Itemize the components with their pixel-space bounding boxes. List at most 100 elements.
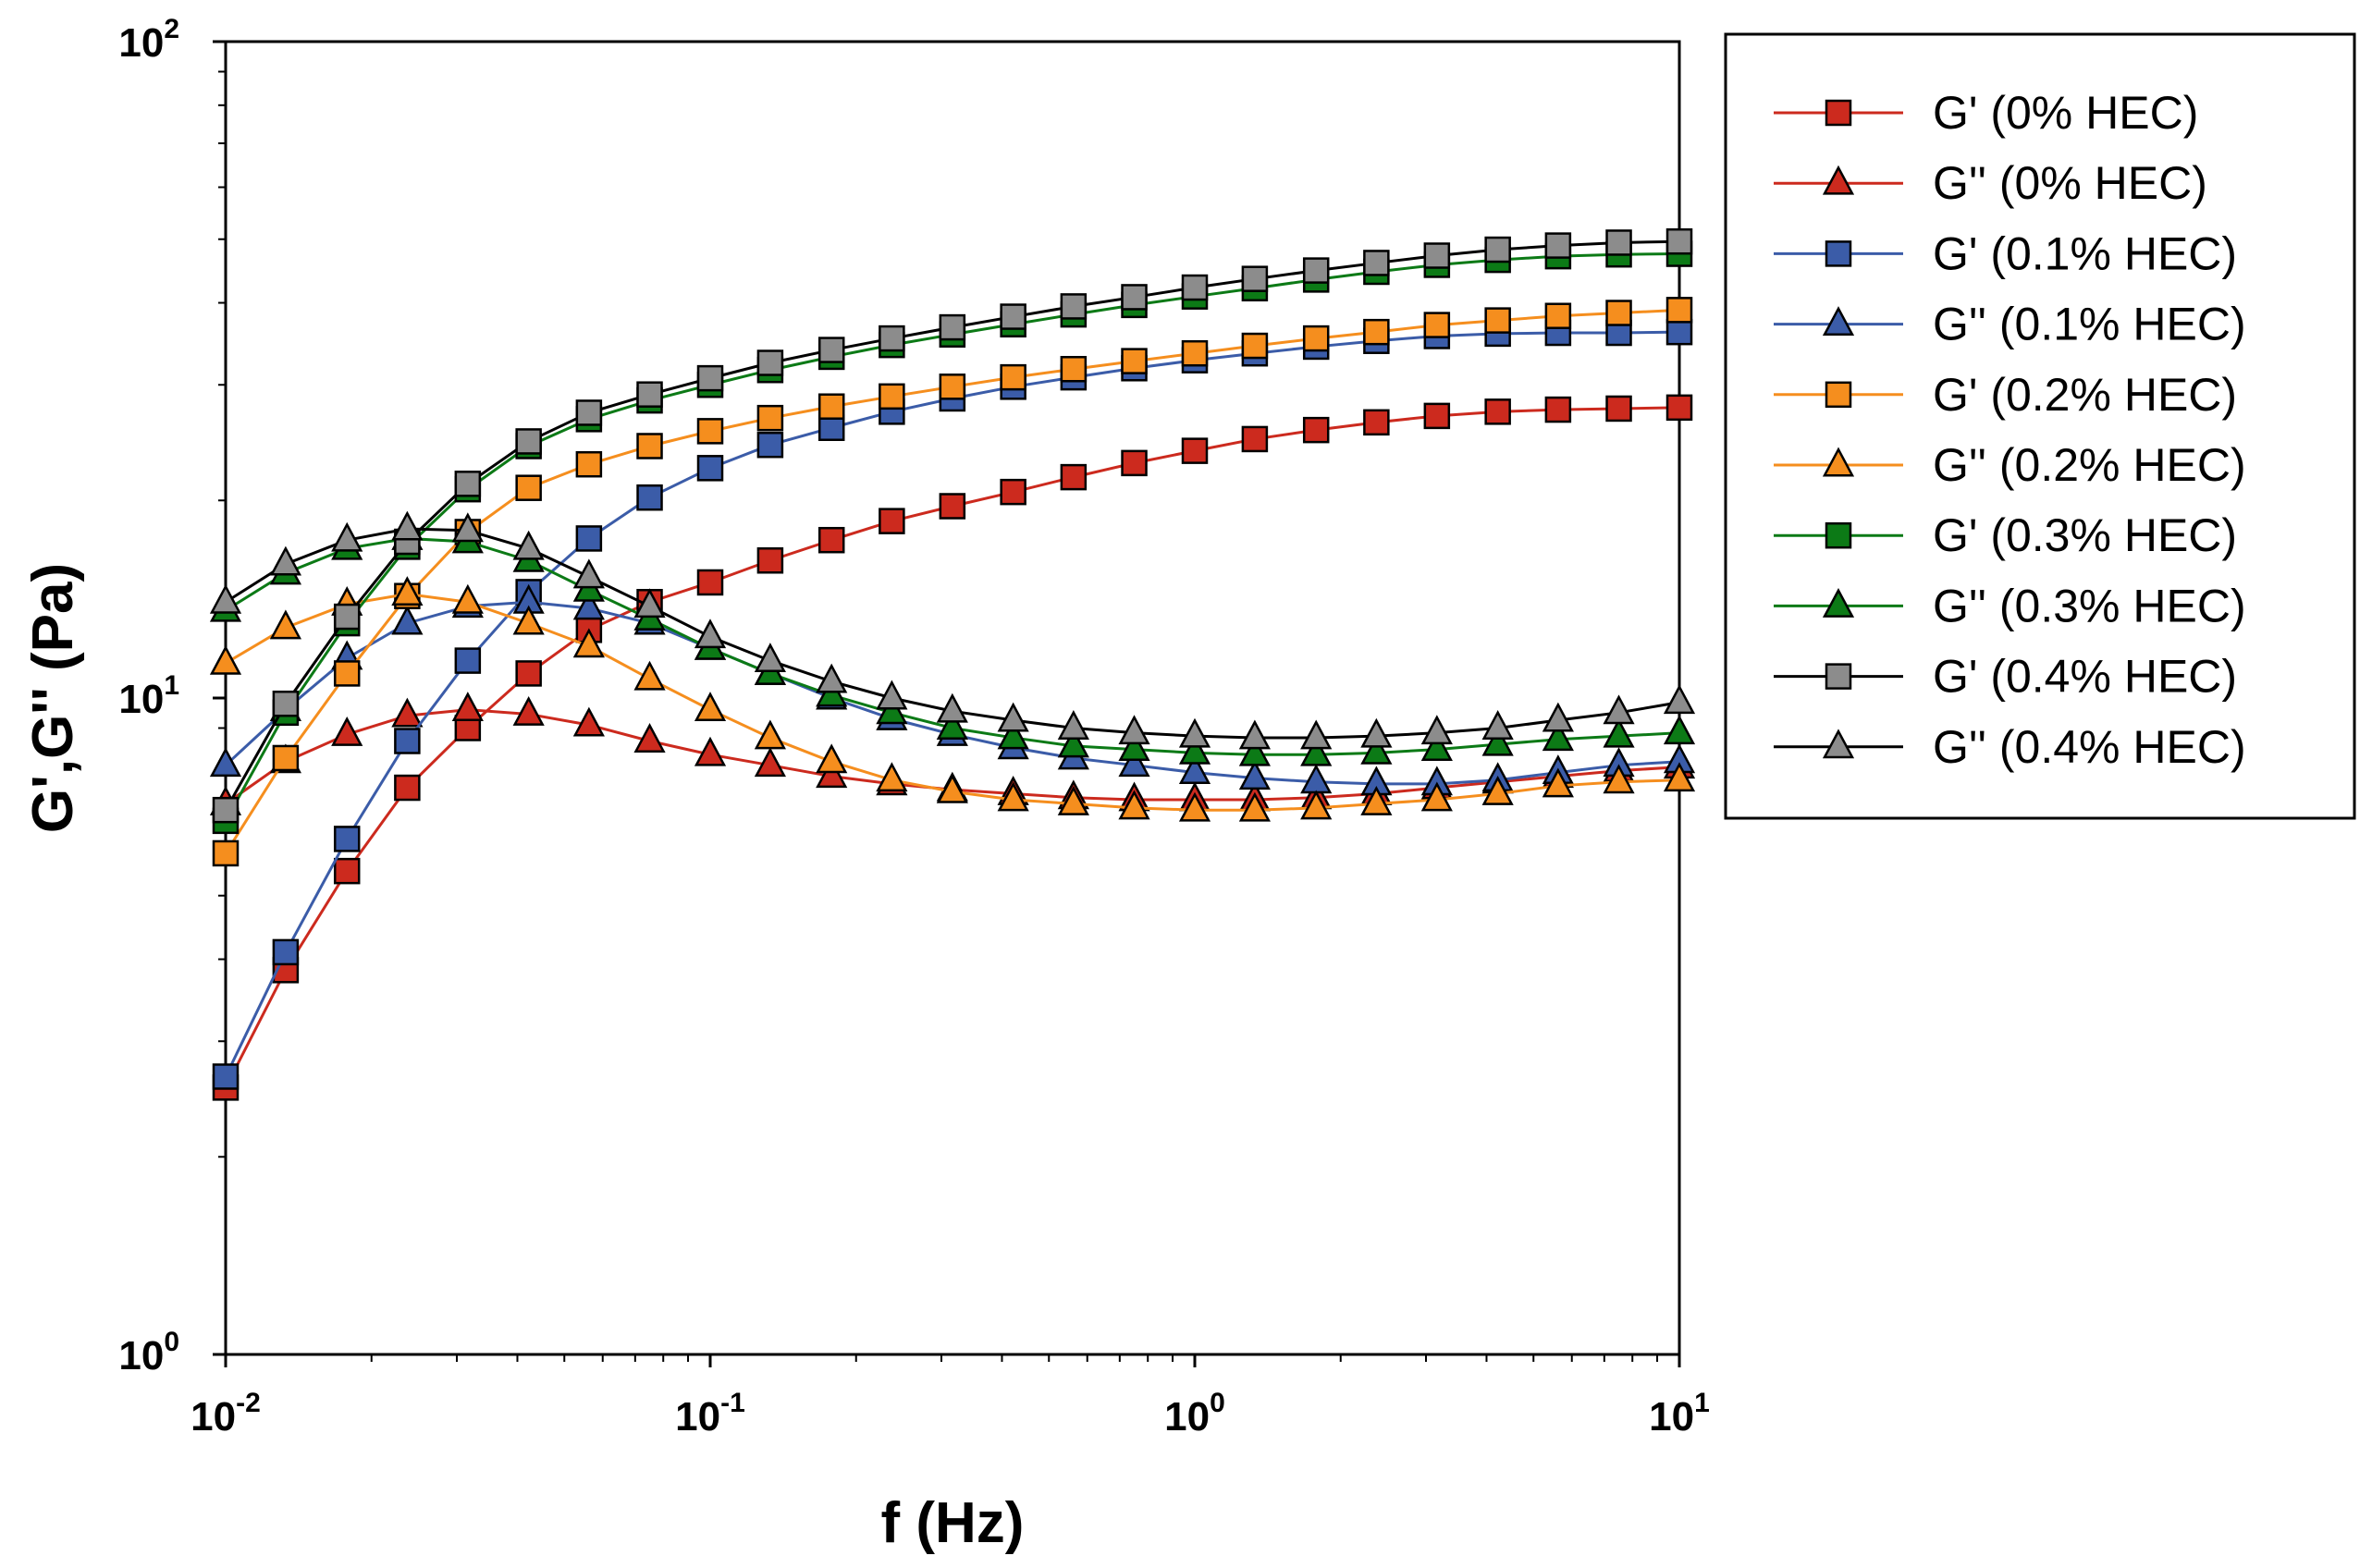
data-point — [512, 605, 545, 635]
data-point — [696, 418, 724, 445]
data-point — [636, 433, 663, 459]
data-point — [1238, 736, 1271, 766]
data-point — [879, 383, 905, 410]
data-point — [451, 512, 484, 543]
data-point — [876, 680, 908, 710]
y-axis-title: G',G'' (Pa) — [21, 563, 85, 833]
data-point — [694, 619, 727, 649]
data-point — [1423, 312, 1451, 338]
data-point — [817, 393, 845, 420]
data-point — [936, 773, 968, 803]
data-point — [1118, 747, 1150, 778]
data-point — [876, 694, 908, 725]
data-point — [1360, 734, 1393, 765]
data-point — [272, 744, 300, 772]
y-tick-label: 100 — [118, 1327, 179, 1378]
data-point — [997, 719, 1029, 750]
data-point — [1542, 702, 1574, 732]
data-point — [512, 695, 545, 726]
data-point — [1544, 232, 1572, 259]
data-point — [212, 1063, 240, 1090]
data-point — [269, 609, 301, 640]
data-point — [1300, 764, 1333, 794]
series-8 — [212, 227, 1693, 824]
data-point — [1423, 402, 1451, 430]
data-point — [694, 736, 727, 766]
data-point — [1423, 242, 1451, 269]
data-point — [212, 796, 240, 824]
data-point — [756, 546, 784, 574]
data-point — [391, 510, 424, 541]
data-point — [269, 545, 301, 576]
data-point — [394, 774, 421, 802]
data-point — [1060, 293, 1088, 320]
legend-label: G' (0.2% HEC) — [1933, 369, 2237, 421]
data-point — [997, 781, 1029, 812]
x-axis-title: f (Hz) — [881, 1491, 1025, 1555]
data-point — [333, 603, 361, 631]
data-point — [1181, 274, 1209, 301]
data-point — [754, 719, 786, 750]
data-point — [1300, 790, 1333, 820]
data-point — [391, 697, 424, 728]
data-point — [754, 747, 786, 778]
data-point — [1000, 363, 1026, 391]
data-point — [572, 628, 605, 658]
data-point — [454, 471, 482, 497]
x-ticks: 10-2 10-1 100 101 — [190, 1354, 1710, 1439]
legend-label: G' (0.3% HEC) — [1933, 509, 2237, 561]
data-point — [333, 826, 361, 852]
data-point — [1118, 731, 1150, 762]
data-point — [209, 747, 242, 778]
data-point — [1363, 318, 1390, 346]
series-layer — [209, 227, 1696, 1101]
legend-marker — [1825, 381, 1852, 409]
data-point — [756, 349, 784, 376]
data-point — [575, 525, 603, 552]
data-point — [515, 660, 542, 687]
data-point — [1663, 684, 1696, 715]
data-point — [696, 455, 724, 482]
y-ticks: 100 101 102 — [118, 14, 226, 1378]
data-point — [939, 374, 966, 400]
data-point — [1420, 731, 1453, 762]
data-point — [209, 583, 242, 614]
series-0 — [212, 394, 1693, 1101]
data-point — [1238, 719, 1271, 750]
data-point — [391, 576, 424, 606]
data-point — [1484, 398, 1511, 425]
x-tick-label: 101 — [1649, 1388, 1710, 1439]
data-point — [1121, 449, 1148, 477]
data-point — [1665, 227, 1693, 255]
data-point — [1663, 762, 1696, 792]
data-point — [1665, 318, 1693, 346]
data-point — [1302, 416, 1330, 444]
legend-label: G'' (0.1% HEC) — [1933, 299, 2246, 350]
data-point — [575, 399, 603, 426]
data-point — [696, 569, 724, 596]
data-point — [1605, 229, 1632, 256]
data-point — [1605, 395, 1632, 423]
x-tick-label: 10-1 — [675, 1388, 745, 1439]
data-point — [515, 474, 542, 501]
data-point — [879, 508, 905, 534]
data-point — [1544, 302, 1572, 329]
legend-marker — [1825, 240, 1852, 267]
data-point — [1481, 775, 1514, 805]
data-point — [817, 526, 845, 554]
data-point — [756, 404, 784, 432]
x-tick-label: 100 — [1164, 1388, 1225, 1439]
data-point — [997, 702, 1029, 732]
data-point — [879, 325, 905, 352]
data-point — [1238, 760, 1271, 790]
data-point — [816, 743, 848, 774]
data-point — [451, 583, 484, 614]
data-point — [209, 644, 242, 675]
legend-marker — [1825, 521, 1852, 549]
data-point — [1603, 764, 1635, 794]
legend-label: G'' (0.4% HEC) — [1933, 721, 2246, 773]
data-point — [1360, 785, 1393, 815]
data-point — [633, 723, 666, 753]
data-point — [1121, 284, 1148, 311]
